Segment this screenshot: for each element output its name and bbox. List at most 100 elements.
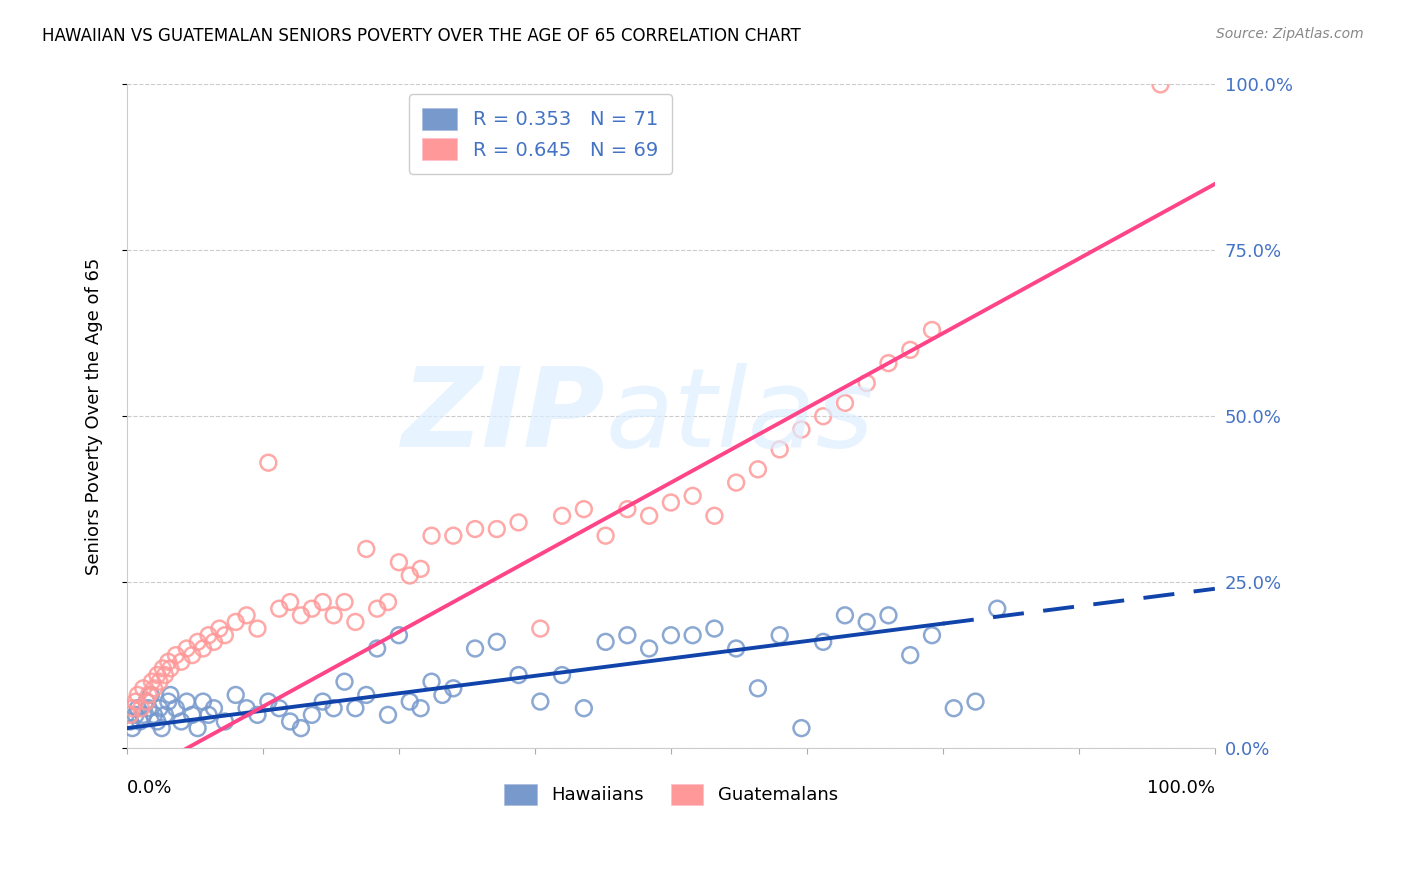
Point — [485, 522, 508, 536]
Point — [354, 688, 377, 702]
Text: HAWAIIAN VS GUATEMALAN SENIORS POVERTY OVER THE AGE OF 65 CORRELATION CHART: HAWAIIAN VS GUATEMALAN SENIORS POVERTY O… — [42, 27, 801, 45]
Point — [551, 508, 574, 523]
Point — [898, 343, 921, 357]
Point — [138, 688, 160, 702]
Point — [235, 608, 257, 623]
Point — [176, 695, 198, 709]
Point — [197, 707, 219, 722]
Point — [572, 502, 595, 516]
Point — [202, 635, 225, 649]
Point — [157, 695, 180, 709]
Point — [159, 688, 181, 702]
Point — [132, 681, 155, 696]
Point — [208, 622, 231, 636]
Point — [398, 568, 420, 582]
Text: ZIP: ZIP — [402, 363, 606, 470]
Point — [290, 608, 312, 623]
Point — [595, 635, 617, 649]
Point — [246, 622, 269, 636]
Point — [269, 701, 291, 715]
Point — [165, 701, 187, 715]
Point — [769, 442, 792, 457]
Point — [432, 688, 454, 702]
Point — [790, 721, 813, 735]
Point — [132, 707, 155, 722]
Point — [485, 635, 508, 649]
Point — [420, 674, 443, 689]
Point — [333, 674, 356, 689]
Point — [187, 635, 209, 649]
Point — [120, 714, 142, 729]
Point — [124, 707, 146, 722]
Point — [225, 688, 247, 702]
Point — [214, 628, 236, 642]
Point — [135, 695, 157, 709]
Point — [333, 595, 356, 609]
Point — [638, 641, 661, 656]
Point — [322, 701, 344, 715]
Point — [388, 628, 411, 642]
Point — [811, 635, 834, 649]
Point — [1149, 78, 1171, 92]
Y-axis label: Seniors Poverty Over the Age of 65: Seniors Poverty Over the Age of 65 — [86, 258, 103, 575]
Point — [529, 695, 551, 709]
Point — [703, 622, 725, 636]
Point — [278, 595, 301, 609]
Point — [409, 562, 432, 576]
Point — [551, 668, 574, 682]
Point — [529, 622, 551, 636]
Point — [855, 376, 877, 390]
Point — [986, 601, 1008, 615]
Point — [942, 701, 965, 715]
Point — [257, 456, 280, 470]
Point — [148, 674, 170, 689]
Point — [181, 648, 204, 662]
Point — [170, 714, 193, 729]
Point — [278, 714, 301, 729]
Point — [344, 701, 367, 715]
Point — [148, 701, 170, 715]
Point — [290, 721, 312, 735]
Point — [301, 707, 323, 722]
Point — [225, 615, 247, 629]
Point — [301, 601, 323, 615]
Text: 100.0%: 100.0% — [1147, 779, 1215, 797]
Point — [120, 707, 142, 722]
Point — [877, 608, 900, 623]
Point — [747, 681, 769, 696]
Point — [127, 701, 149, 715]
Point — [366, 601, 388, 615]
Point — [121, 701, 143, 715]
Point — [420, 529, 443, 543]
Point — [191, 695, 214, 709]
Point — [703, 508, 725, 523]
Point — [269, 601, 291, 615]
Point — [138, 701, 160, 715]
Point — [855, 615, 877, 629]
Point — [176, 641, 198, 656]
Point — [377, 707, 399, 722]
Point — [159, 661, 181, 675]
Point — [312, 695, 335, 709]
Point — [129, 701, 152, 715]
Point — [153, 707, 176, 722]
Point — [464, 522, 486, 536]
Point — [150, 721, 173, 735]
Point — [747, 462, 769, 476]
Point — [659, 495, 682, 509]
Point — [129, 714, 152, 729]
Point — [572, 701, 595, 715]
Point — [616, 502, 638, 516]
Point — [464, 641, 486, 656]
Point — [616, 628, 638, 642]
Point — [153, 668, 176, 682]
Point — [257, 695, 280, 709]
Point — [638, 508, 661, 523]
Point — [146, 714, 169, 729]
Point — [769, 628, 792, 642]
Point — [146, 668, 169, 682]
Point — [191, 641, 214, 656]
Point — [682, 489, 704, 503]
Point — [508, 516, 530, 530]
Point — [202, 701, 225, 715]
